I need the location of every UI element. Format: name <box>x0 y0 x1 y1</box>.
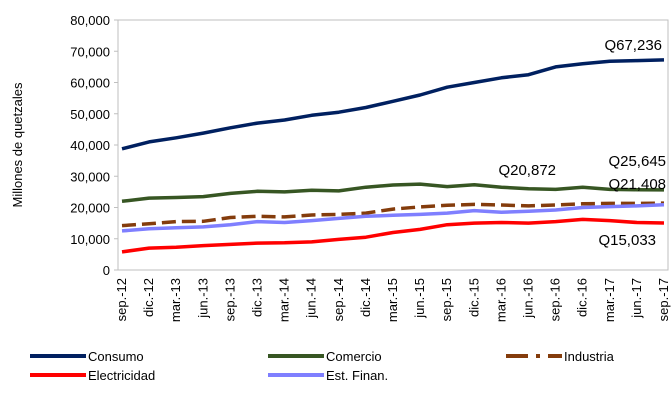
legend-label: Consumo <box>88 349 144 364</box>
y-tick-label: 10,000 <box>70 232 110 247</box>
series-line <box>121 58 665 151</box>
y-tick-label: 0 <box>103 263 110 278</box>
x-tick-label: sep.-12 <box>114 278 129 321</box>
y-tick-label: 40,000 <box>70 138 110 153</box>
legend-label: Comercio <box>326 349 382 364</box>
series-line <box>121 217 665 254</box>
y-axis-label: Millones de quetzales <box>10 82 25 208</box>
y-tick-label: 50,000 <box>70 107 110 122</box>
value-label: Q21,408 <box>608 176 666 193</box>
series-line <box>121 203 665 233</box>
x-tick-label: mar.-17 <box>602 278 617 322</box>
x-tick-label: sep.-16 <box>548 278 563 321</box>
x-tick-label: mar.-13 <box>168 278 183 322</box>
x-tick-label: mar.-15 <box>385 278 400 322</box>
x-tick-label: jun.-14 <box>304 278 319 319</box>
legend-label: Est. Finan. <box>326 368 388 383</box>
series-line <box>121 182 665 204</box>
x-tick-label: mar.-16 <box>493 278 508 322</box>
y-tick-label: 70,000 <box>70 44 110 59</box>
value-label: Q67,236 <box>604 37 662 54</box>
x-tick-label: dic.-15 <box>466 278 481 317</box>
x-tick-label: dic.-12 <box>141 278 156 317</box>
x-tick-label: dic.-13 <box>250 278 265 317</box>
x-tick-label: dic.-16 <box>575 278 590 317</box>
y-tick-label: 60,000 <box>70 76 110 91</box>
x-tick-label: sep.-13 <box>222 278 237 321</box>
x-tick-label: jun.-16 <box>521 278 536 319</box>
value-label: Q20,872 <box>498 162 556 179</box>
series-line <box>121 201 665 228</box>
x-tick-label: dic.-14 <box>358 278 373 317</box>
x-tick-label: jun.-17 <box>629 278 644 319</box>
value-label: Q15,033 <box>598 232 656 249</box>
x-tick-label: sep.-14 <box>331 278 346 321</box>
legend-label: Electricidad <box>88 368 155 383</box>
legend-label: Industria <box>564 349 615 364</box>
x-tick-label: mar.-14 <box>277 278 292 322</box>
y-tick-label: 30,000 <box>70 169 110 184</box>
x-tick-label: sep.-15 <box>439 278 454 321</box>
y-tick-label: 20,000 <box>70 201 110 216</box>
x-tick-label: jun.-15 <box>412 278 427 319</box>
x-tick-label: sep.-17 <box>656 278 671 321</box>
value-label: Q25,645 <box>608 153 666 170</box>
y-tick-label: 80,000 <box>70 13 110 28</box>
x-tick-label: jun.-13 <box>195 278 210 319</box>
